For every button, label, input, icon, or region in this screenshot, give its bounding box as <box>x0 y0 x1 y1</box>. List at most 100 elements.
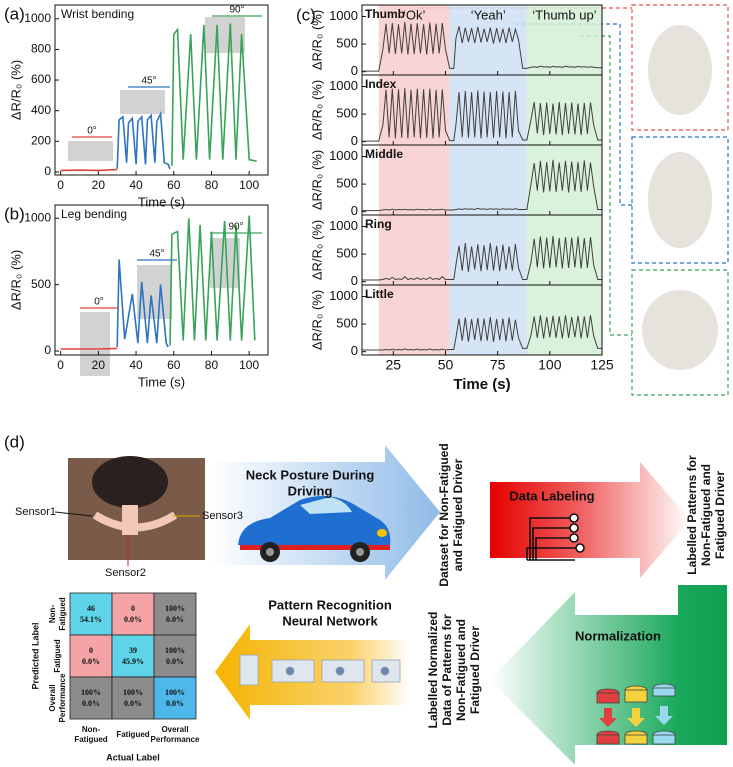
y-axis-label: ΔR/R₀ (%) <box>309 220 324 280</box>
cell-count: 0 <box>131 604 135 613</box>
y-axis-label: ΔR/R₀ (%) <box>309 80 324 140</box>
matrix-cell <box>69 592 113 636</box>
labelled-patterns-line: Fatigued Driver <box>713 471 727 559</box>
cell-percent: 0.0% <box>166 699 184 708</box>
col-label: Fatigued <box>116 730 149 739</box>
data-line <box>362 235 602 281</box>
finger-label: Little <box>365 287 394 301</box>
dataset-label-line: Dataset for Non-Fatigued <box>437 443 451 586</box>
x-tick-label: 125 <box>590 357 614 373</box>
angle-label: 45° <box>141 76 156 87</box>
x-tick-label: 25 <box>386 357 402 373</box>
data-line <box>116 259 169 348</box>
annotation: Wrist bending <box>61 7 134 21</box>
x-tick-label: 20 <box>92 358 106 372</box>
matrix-cell <box>153 592 197 636</box>
row-label-line: Fatigued <box>53 639 62 672</box>
cell-percent: 0.0% <box>82 699 100 708</box>
region-label: ‘Ok’ <box>403 7 426 22</box>
y-tick-label: 0 <box>351 203 358 218</box>
y-tick-label: 0 <box>351 343 358 358</box>
normalized-data: Labelled Normalized Data of Patterns for N… <box>426 612 482 729</box>
y-tick-label: 200 <box>31 133 51 147</box>
cell-percent: 0.0% <box>82 657 100 666</box>
plot-frame <box>54 4 269 176</box>
y-tick-label: 0 <box>351 63 358 78</box>
finger-label: Thumb <box>365 7 405 21</box>
y-tick-label: 1000 <box>329 288 358 303</box>
matrix-cell <box>111 676 155 720</box>
data-line <box>169 215 256 346</box>
x-tick-label: 80 <box>205 178 219 192</box>
angle-label: 45° <box>149 249 164 260</box>
y-tick-label: 1000 <box>24 210 51 224</box>
x-tick-label: 40 <box>129 178 143 192</box>
region-label: ‘Thumb up’ <box>532 7 596 22</box>
finger-label: Middle <box>365 147 403 161</box>
cell-percent: 0.0% <box>124 615 142 624</box>
data-line <box>362 21 602 72</box>
y-tick-label: 600 <box>31 72 51 86</box>
normalized-data-line: Data of Patterns for <box>440 614 454 726</box>
cell-count: 0 <box>89 646 93 655</box>
row-label: Fatigued <box>53 639 62 672</box>
matrix-cell <box>153 676 197 720</box>
data-labeling: Data Labeling <box>509 488 594 503</box>
finger-label: Ring <box>365 217 392 231</box>
panel-label: (d) <box>4 432 25 451</box>
labelled-patterns-line: Non-Fatigued and <box>699 464 713 566</box>
y-tick-label: 1000 <box>329 8 358 23</box>
data-line <box>60 168 118 172</box>
y-tick-label: 0 <box>44 164 51 178</box>
y-tick-label: 500 <box>336 36 358 51</box>
annotation: Leg bending <box>61 207 127 221</box>
data-line <box>362 315 602 351</box>
row-label: Overall Performance <box>48 673 67 722</box>
row-label-line: Fatigued <box>58 597 67 630</box>
x-tick-label: 40 <box>129 358 143 372</box>
x-tick-label: 0 <box>57 178 64 192</box>
data-line <box>116 110 171 170</box>
cell-count: 100% <box>165 688 185 697</box>
x-tick-label: 20 <box>92 178 106 192</box>
data-line <box>362 88 602 142</box>
finger-label: Index <box>365 77 397 91</box>
col-label-line: Fatigued <box>116 730 149 739</box>
y-tick-label: 1000 <box>24 11 51 25</box>
cell-count: 100% <box>123 688 143 697</box>
normalized-data-line: Labelled Normalized <box>426 612 440 729</box>
x-tick-label: 75 <box>490 357 506 373</box>
matrix-cell <box>69 634 113 678</box>
labelled-patterns-line: Labelled Patterns for <box>685 455 699 575</box>
y-axis-label: ΔR/R₀ (%) <box>309 10 324 70</box>
panel-label: (a) <box>4 4 25 23</box>
sensor-label: Sensor2 <box>105 567 146 579</box>
row-label-line: Non- <box>48 605 57 624</box>
diagram-shapes <box>54 445 727 765</box>
panel-label: (b) <box>4 204 25 223</box>
sensor-label: Sensor1 <box>15 506 56 518</box>
neck-posture-line: Driving <box>288 483 333 498</box>
col-label-line: Overall <box>161 725 188 734</box>
subplot-frame <box>361 284 603 356</box>
y-tick-label: 400 <box>31 103 51 117</box>
row-label: Non- Fatigued <box>48 597 67 630</box>
gesture-region <box>526 5 602 355</box>
normalized-data-line: Fatigued Driver <box>468 626 482 714</box>
cell-count: 46 <box>87 604 95 613</box>
dataset-label: Dataset for Non-Fatigued and Fatigued Dri… <box>437 443 465 586</box>
x-tick-label: 50 <box>438 357 454 373</box>
y-tick-label: 0 <box>351 133 358 148</box>
col-label-line: Fatigued <box>74 735 107 744</box>
cell-percent: 45.9% <box>122 657 144 666</box>
cell-percent: 0.0% <box>124 699 142 708</box>
x-tick-label: 60 <box>167 178 181 192</box>
matrix-cell <box>111 634 155 678</box>
y-tick-label: 1000 <box>329 78 358 93</box>
y-axis-label: ΔR/R₀ (%) <box>8 250 23 310</box>
angle-label: 90° <box>228 222 243 233</box>
neural-network-line: Neural Network <box>282 613 378 628</box>
sensor-label: Sensor3 <box>202 510 243 522</box>
